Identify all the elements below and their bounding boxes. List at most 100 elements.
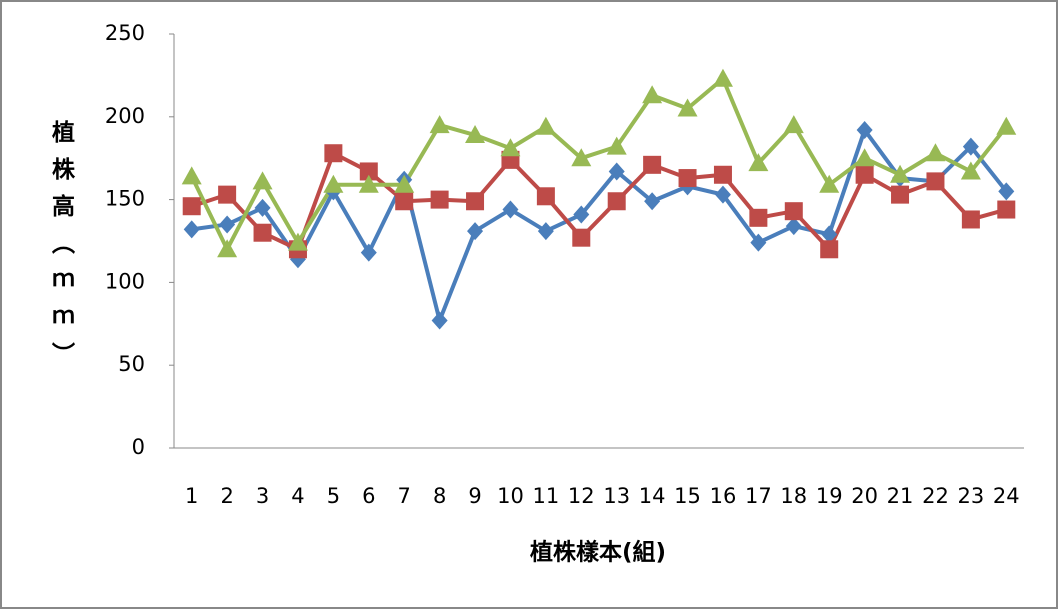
x-tick-label: 22 [922,484,949,508]
marker [607,192,626,211]
marker [890,164,911,183]
marker [395,192,414,211]
marker [500,138,521,157]
marker [642,85,663,104]
marker [996,116,1017,135]
marker [252,171,273,190]
marker [573,205,590,224]
marker [608,162,625,181]
x-tick-label: 4 [291,484,304,508]
marker [713,165,732,184]
series-line [191,128,1008,323]
marker [219,215,236,234]
marker [218,185,237,204]
y-axis-title: 植株高（ｍｍ） [48,119,76,379]
x-tick-label: 14 [639,484,666,508]
marker [855,165,874,184]
marker [961,210,980,229]
marker [502,200,519,219]
marker [606,136,627,155]
marker [925,143,946,162]
marker [359,162,378,181]
x-tick-label: 24 [993,484,1020,508]
x-tick-label: 12 [568,484,595,508]
x-tick-label: 8 [433,484,446,508]
marker [217,239,238,258]
y-tick-label: 250 [105,21,145,45]
marker [998,182,1015,201]
y-tick-label: 50 [118,352,145,376]
marker [535,116,556,135]
x-tick-label: 11 [533,484,560,508]
y-tick-label: 0 [132,435,145,459]
marker [960,161,981,180]
y-tick-label: 150 [105,187,145,211]
marker [750,233,767,252]
marker [431,311,448,330]
marker [678,169,697,188]
marker [287,232,308,251]
x-tick-label: 10 [497,484,524,508]
marker [324,144,343,163]
marker [749,208,768,227]
marker [394,174,415,193]
marker [997,200,1016,219]
x-tick-label: 1 [185,484,198,508]
marker [820,240,839,259]
marker [181,166,202,185]
marker [360,243,377,262]
marker [183,220,200,239]
marker [856,121,873,140]
x-tick-label: 16 [710,484,737,508]
marker [465,125,486,144]
marker [962,137,979,156]
marker [430,190,449,209]
marker [253,223,272,242]
x-axis-title: 植株樣本(組) [530,539,666,566]
x-tick-label: 15 [674,484,701,508]
x-tick-label: 9 [468,484,481,508]
x-tick-label: 20 [851,484,878,508]
x-tick-label: 18 [780,484,807,508]
x-tick-label: 2 [220,484,233,508]
marker [467,222,484,241]
marker [821,225,838,244]
marker [182,197,201,216]
x-tick-label: 7 [398,484,411,508]
marker [926,172,945,191]
marker [784,202,803,221]
y-tick-label: 100 [105,269,145,293]
x-tick-label: 17 [745,484,772,508]
x-tick-label: 21 [887,484,914,508]
marker [572,228,591,247]
marker [785,217,802,236]
marker [677,98,698,117]
marker [537,222,554,241]
marker [891,185,910,204]
marker [571,148,592,167]
x-tick-label: 6 [362,484,375,508]
marker [643,155,662,174]
marker [644,192,661,211]
x-tick-label: 19 [816,484,843,508]
marker [466,192,485,211]
marker [536,187,555,206]
x-tick-label: 13 [603,484,630,508]
marker [254,198,271,217]
x-tick-label: 23 [958,484,985,508]
marker [854,148,875,167]
y-tick-label: 200 [105,104,145,128]
marker [714,185,731,204]
marker [748,153,769,172]
marker [323,174,344,193]
marker [819,174,840,193]
marker [429,115,450,134]
marker [783,115,804,134]
x-tick-label: 3 [256,484,269,508]
marker [712,68,733,87]
marker [358,174,379,193]
x-tick-label: 5 [327,484,340,508]
